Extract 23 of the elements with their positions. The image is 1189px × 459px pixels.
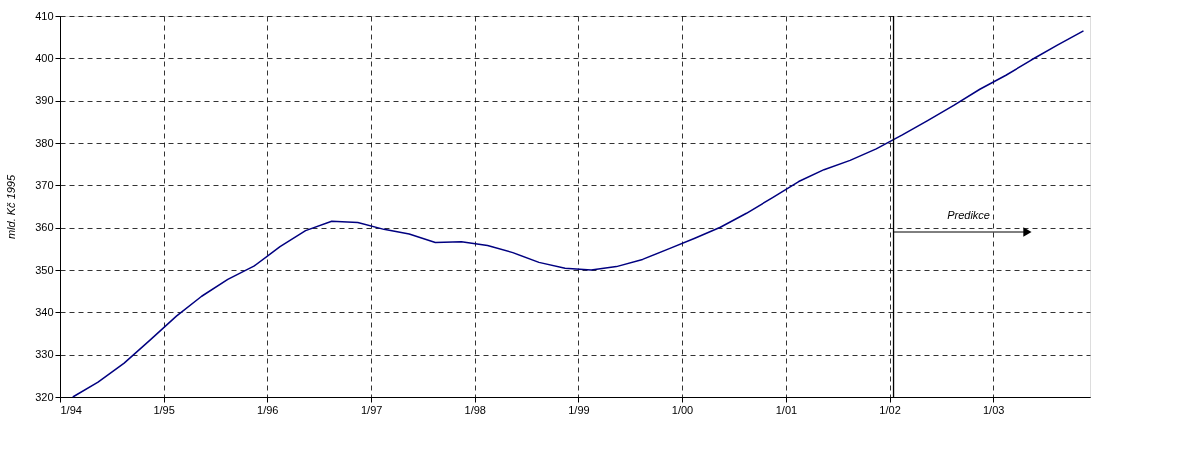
- x-tick-label: 1/98: [464, 403, 486, 416]
- y-tick-label: 370: [35, 178, 54, 191]
- annotation: Predikce: [947, 209, 990, 221]
- x-tick-label: 1/00: [671, 403, 694, 416]
- x-tick-label: 1/01: [775, 403, 798, 416]
- y-tick-label: 350: [35, 263, 54, 276]
- y-tick-label: 400: [35, 51, 54, 64]
- x-tick-label: 1/97: [360, 403, 383, 416]
- x-tick-label: 1/02: [879, 403, 901, 416]
- line-series: [72, 30, 1085, 398]
- x-tick-label: 1/94: [60, 403, 82, 416]
- y-tick-label: 320: [35, 390, 54, 403]
- x-tick-label: 1/96: [257, 403, 279, 416]
- x-tick-label: 1/99: [568, 403, 590, 416]
- y-tick-label: 360: [35, 221, 54, 234]
- y-tick-label: 410: [35, 9, 54, 22]
- y-tick-label: 390: [35, 94, 54, 107]
- y-tick-label: 380: [35, 136, 54, 149]
- x-tick-label: 1/03: [982, 403, 1005, 416]
- y-tick-label: 340: [35, 305, 54, 318]
- x-tick-label: 1/95: [153, 403, 175, 416]
- y-tick-label: 330: [35, 348, 54, 361]
- y-axis-title: mld. Kč 1995: [5, 174, 18, 240]
